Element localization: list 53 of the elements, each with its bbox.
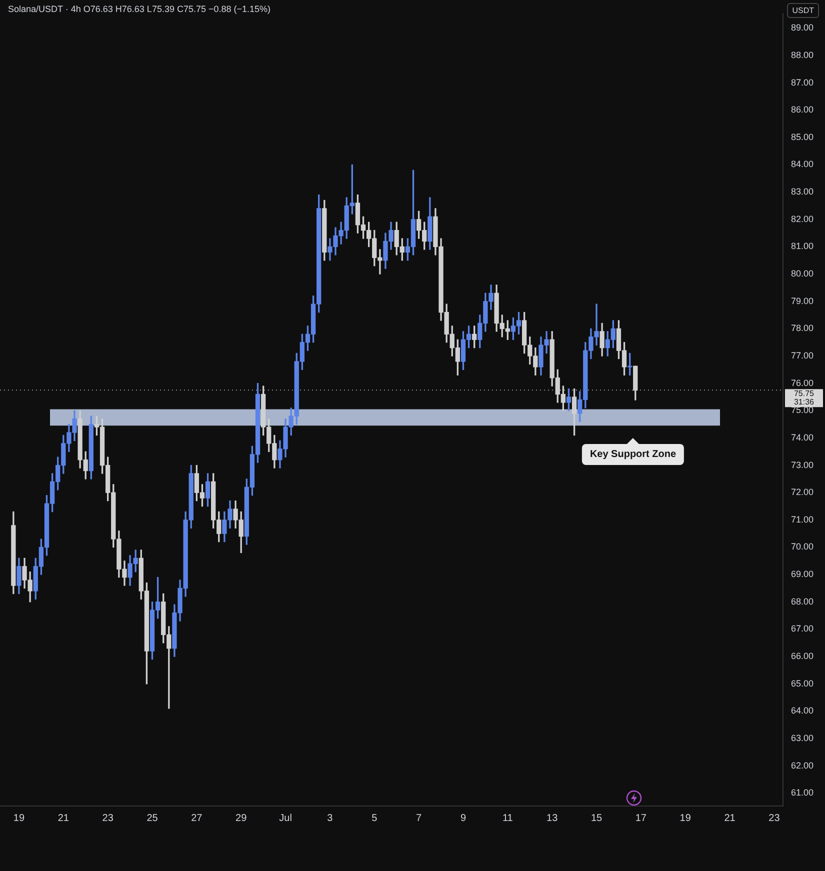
y-tick-label: 74.00 <box>791 432 814 442</box>
y-tick-label: 86.00 <box>791 104 814 115</box>
y-tick-label: 73.00 <box>791 460 814 470</box>
x-tick-label: 5 <box>372 812 378 824</box>
y-tick-label: 81.00 <box>791 241 814 252</box>
x-tick-label: 29 <box>236 812 248 824</box>
y-tick-label: 84.00 <box>791 159 814 170</box>
x-tick-label: 15 <box>590 812 603 824</box>
chart-title: Solana/USDT · 4h <box>8 4 81 14</box>
y-tick-label: 64.00 <box>791 706 814 716</box>
y-tick-label: 89.00 <box>791 22 814 33</box>
x-tick-label: 23 <box>768 812 780 824</box>
y-tick-label: 80.00 <box>791 268 814 279</box>
y-tick-label: 71.00 <box>791 514 814 524</box>
x-tick-label: 21 <box>724 812 736 824</box>
chart-subtitle: O76.63 H76.63 L75.39 C75.75 −0.88 (−1.15%) <box>83 4 271 14</box>
ref-line-label: 75.75 <box>794 388 815 398</box>
x-tick-label: Jul <box>279 812 292 824</box>
y-tick-label: 85.00 <box>791 132 814 142</box>
x-tick-label: 21 <box>58 812 70 824</box>
y-tick-label: 77.00 <box>791 350 814 360</box>
y-tick-label: 68.00 <box>791 596 814 606</box>
text: 31:36 <box>794 397 815 406</box>
x-tick-label: 13 <box>546 812 558 824</box>
y-tick-label: 70.00 <box>791 542 814 552</box>
y-tick-label: 63.00 <box>791 733 814 743</box>
x-tick-label: 7 <box>416 812 422 824</box>
x-tick-label: 23 <box>102 812 114 824</box>
y-tick-label: 66.00 <box>791 651 814 662</box>
y-tick-label: 87.00 <box>791 77 814 88</box>
y-tick-label: 67.00 <box>791 624 814 634</box>
y-tick-label: 72.00 <box>791 487 814 498</box>
y-tick-label: 69.00 <box>791 569 814 580</box>
y-tick-label: 65.00 <box>791 678 814 688</box>
y-tick-label: 62.00 <box>791 760 814 770</box>
y-tick-label: 78.00 <box>791 323 814 334</box>
y-tick-label: 61.00 <box>791 788 814 798</box>
x-tick-label: 25 <box>146 812 158 824</box>
x-tick-label: 27 <box>191 812 203 824</box>
x-tick-label: 17 <box>635 812 647 824</box>
y-tick-label: 75.00 <box>791 405 814 416</box>
x-tick-label: 11 <box>502 812 514 824</box>
band-label: Key Support Zone <box>582 444 684 465</box>
x-tick-label: 19 <box>680 812 692 824</box>
x-tick-label: 3 <box>327 812 334 824</box>
y-tick-label: 76.00 <box>791 378 814 388</box>
y-tick-label: 83.00 <box>791 186 814 197</box>
x-tick-label: 9 <box>460 812 466 824</box>
y-tick-label: 88.00 <box>791 50 814 60</box>
y-tick-label: 82.00 <box>791 214 814 224</box>
x-tick-label: 19 <box>13 812 25 824</box>
y-tick-label: 79.00 <box>791 296 814 306</box>
y-axis-title: USDT <box>787 3 819 18</box>
